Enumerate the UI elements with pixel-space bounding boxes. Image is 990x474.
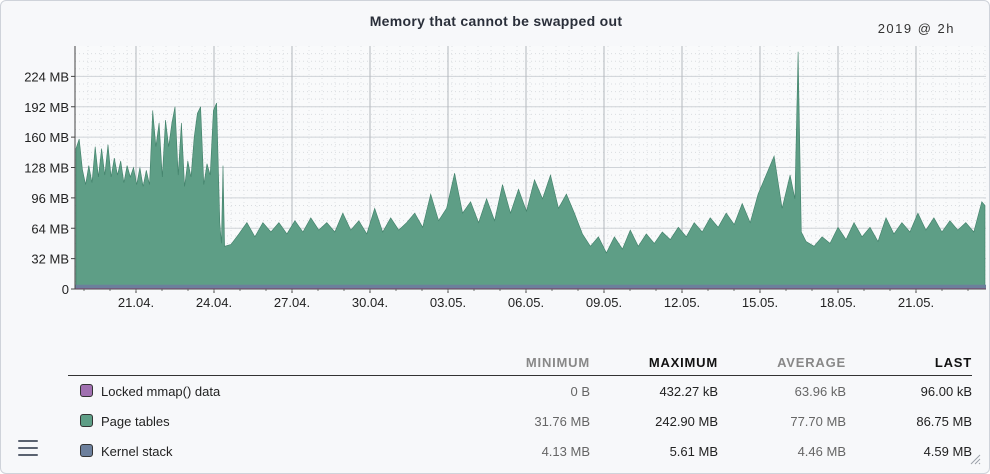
x-tick-label: 27.04.	[274, 295, 310, 310]
y-tick-label: 64 MB	[31, 221, 69, 236]
x-tick-label: 21.04.	[118, 295, 154, 310]
legend-header-average: AVERAGE	[718, 349, 846, 376]
y-tick-label: 32 MB	[31, 252, 69, 267]
y-tick-label: 160 MB	[24, 130, 69, 145]
legend-min: 31.76 MB	[534, 413, 590, 429]
y-tick-label: 192 MB	[24, 100, 69, 115]
legend-header-minimum: MINIMUM	[460, 349, 590, 376]
area-chart[interactable]: 0 32 MB 64 MB 96 MB 128 MB 160 MB 192 MB 224 MB…	[1, 1, 990, 321]
graph-title: Memory that cannot be swapped out	[369, 13, 623, 29]
y-tick-label: 96 MB	[31, 191, 69, 206]
legend-header-maximum: MAXIMUM	[590, 349, 718, 376]
page-tables-area	[75, 51, 986, 290]
legend-label: Kernel stack	[101, 443, 173, 459]
x-tick-label: 30.04.	[352, 295, 388, 310]
x-tick-label: 12.05.	[664, 295, 700, 310]
legend-row[interactable]: Page tables 31.76 MB 242.90 MB 77.70 MB …	[68, 406, 972, 436]
kernel-stack-area	[75, 284, 986, 289]
legend-avg: 77.70 MB	[790, 413, 846, 429]
legend-row[interactable]: Locked mmap() data 0 B 432.27 kB 63.96 k…	[68, 376, 972, 407]
x-tick-label: 03.05.	[430, 295, 466, 310]
legend-min: 0 B	[570, 383, 590, 399]
legend-max: 432.27 kB	[659, 383, 718, 399]
legend-swatch-kernel-stack	[80, 443, 93, 457]
x-tick-label: 09.05.	[586, 295, 622, 310]
legend-max: 242.90 MB	[655, 413, 718, 429]
legend-min: 4.13 MB	[541, 443, 590, 459]
x-tick-label: 21.05.	[898, 295, 934, 310]
hamburger-menu-icon[interactable]	[18, 440, 38, 456]
time-period-label[interactable]: 2019 @ 2h	[877, 21, 955, 36]
legend-label: Locked mmap() data	[101, 383, 221, 399]
x-tick-label: 18.05.	[820, 295, 856, 310]
chart-axes: 0 32 MB 64 MB 96 MB 128 MB 160 MB 192 MB 224 MB…	[24, 46, 986, 310]
legend-swatch-locked-mmap	[80, 383, 93, 397]
x-tick-label: 15.05.	[742, 295, 778, 310]
legend-last: 86.75 MB	[916, 413, 972, 429]
legend-table: MINIMUM MAXIMUM AVERAGE LAST Locked mmap…	[68, 349, 972, 466]
legend-header-row: MINIMUM MAXIMUM AVERAGE LAST	[68, 349, 972, 376]
x-tick-label: 06.05.	[508, 295, 544, 310]
legend-avg: 4.46 MB	[797, 443, 846, 459]
legend-label: Page tables	[101, 413, 170, 429]
y-tick-label: 128 MB	[24, 161, 69, 176]
legend-header-last: LAST	[846, 349, 972, 376]
y-tick-label: 224 MB	[24, 69, 69, 84]
legend-last: 96.00 kB	[920, 383, 972, 399]
y-tick-label: 0	[62, 282, 69, 297]
legend-avg: 63.96 kB	[794, 383, 846, 399]
legend-row[interactable]: Kernel stack 4.13 MB 5.61 MB 4.46 MB 4.5…	[68, 436, 972, 466]
resize-grip-icon[interactable]	[969, 453, 981, 465]
x-tick-label: 24.04.	[196, 295, 232, 310]
legend-header-blank	[68, 349, 460, 376]
legend-swatch-page-tables	[80, 413, 93, 427]
legend-last: 4.59 MB	[923, 443, 972, 459]
legend-max: 5.61 MB	[669, 443, 718, 459]
